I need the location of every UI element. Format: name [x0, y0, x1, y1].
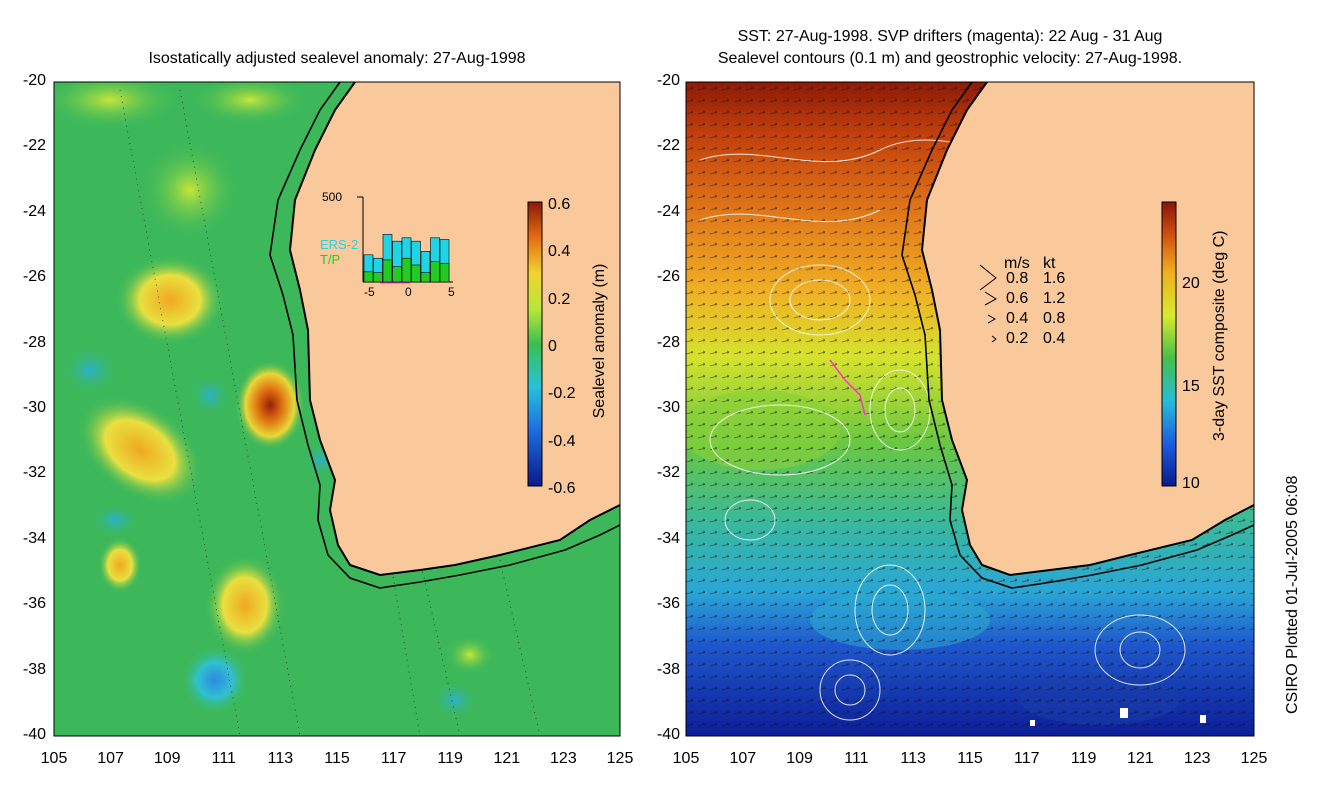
- sealevel-colorbar-tick: 0: [548, 337, 557, 355]
- sealevel-contours: [699, 139, 1186, 721]
- inset-legend-ers2: ERS-2: [320, 237, 359, 252]
- inset-xtick: 0: [405, 285, 412, 299]
- right-map-lon-label: 105: [672, 750, 700, 767]
- left-map-lat-label: -34: [22, 529, 46, 547]
- right-map-lat-label: -20: [656, 72, 680, 89]
- sealevel-colorbar: [527, 201, 543, 487]
- left-map-lon-label: 117: [380, 750, 407, 767]
- left-map-lon-label: 111: [211, 750, 236, 767]
- right-map-lat-label: -36: [656, 595, 680, 613]
- sst-colorbar: [1161, 201, 1177, 487]
- inset-xtick: -5: [364, 285, 375, 299]
- histogram-bar-tp: [401, 257, 412, 283]
- sealevel-colorbar-tick: -0.4: [548, 432, 576, 450]
- histogram-bar-tp: [420, 272, 431, 283]
- svp-drifter-track: [829, 359, 866, 416]
- sealevel-colorbar-tick: 0.4: [548, 243, 571, 261]
- inset-legend-tp: T/P: [320, 252, 341, 267]
- right-map-lat-label: -26: [656, 268, 680, 286]
- right-map-lat-label: -40: [656, 726, 680, 743]
- left-map-lat-label: -40: [22, 726, 46, 743]
- histogram-bar-tp: [382, 259, 393, 283]
- right-map-lon-label: 113: [900, 750, 926, 767]
- sealevel-colorbar-tick: 0.6: [548, 196, 571, 213]
- right-map-lat-label: -38: [656, 660, 680, 678]
- velocity-legend-arrows: [979, 264, 997, 343]
- right-map-lon-label: 109: [786, 750, 813, 767]
- sst-colorbar-tick: 15: [1182, 378, 1200, 395]
- velocity-legend-ms: 0.4: [1006, 310, 1029, 327]
- left-map-lon-label: 123: [550, 750, 577, 767]
- inset-xtick: 5: [448, 285, 455, 299]
- left-map-lon-label: 113: [267, 750, 294, 767]
- left-map-field: [54, 82, 620, 736]
- right-map-title-line1: SST: 27-Aug-1998. SVP drifters (magenta)…: [737, 28, 1163, 45]
- plot-credit: CSIRO Plotted 01-Jul-2005 06:08: [1284, 475, 1301, 714]
- left-map-lon-label: 119: [437, 750, 463, 767]
- velocity-legend-header-kt: kt: [1043, 255, 1056, 272]
- left-map-frame: [53, 81, 621, 737]
- right-map-lon-label: 107: [729, 750, 757, 767]
- velocity-legend-ms: 0.6: [1006, 290, 1029, 307]
- left-map-lon-label: 125: [606, 750, 634, 767]
- right-map-lon-label: 111: [844, 750, 869, 767]
- right-map-lon-label: 119: [1070, 750, 1097, 767]
- right-map-lat-label: -30: [656, 399, 680, 416]
- velocity-legend-kt: 1.6: [1043, 270, 1066, 287]
- histogram-bar-tp: [430, 261, 440, 283]
- right-map-lat-label: -24: [656, 202, 680, 220]
- left-map-lon-label: 105: [40, 750, 68, 767]
- left-map-lat-label: -38: [22, 660, 46, 678]
- right-map-lat-label: -34: [656, 529, 680, 547]
- left-map-lon-label: 121: [493, 750, 521, 767]
- histogram-bar-tp: [373, 272, 383, 283]
- right-map-lon-label: 115: [957, 750, 983, 767]
- velocity-legend-kt: 0.8: [1043, 310, 1066, 327]
- sealevel-colorbar-tick: -0.6: [548, 479, 576, 497]
- left-map-lat-label: -26: [22, 268, 46, 286]
- histogram-bar-tp: [411, 264, 421, 283]
- left-map-lat-label: -20: [22, 72, 46, 89]
- sst-colorbar-label: 3-day SST composite (deg C): [1211, 230, 1228, 441]
- sealevel-colorbar-tick: -0.2: [548, 385, 576, 403]
- right-map-lon-label: 121: [1127, 750, 1154, 767]
- right-map-field: [686, 82, 1254, 736]
- right-map-lon-label: 117: [1014, 750, 1040, 767]
- left-map-lat-label: -22: [22, 137, 46, 155]
- sst-colorbar-tick: 20: [1182, 275, 1200, 292]
- left-map-lon-label: 109: [153, 750, 181, 767]
- velocity-legend-header-ms: m/s: [1004, 255, 1030, 272]
- histogram-bar-tp: [363, 271, 374, 283]
- left-map-lat-label: -32: [22, 464, 46, 482]
- right-map-lon-label: 123: [1183, 750, 1211, 767]
- right-map-lon-label: 125: [1240, 750, 1268, 767]
- right-map-lat-label: -32: [656, 464, 680, 482]
- sst-colorbar-tick: 10: [1182, 475, 1200, 492]
- inset-ymax-label: 500: [322, 190, 343, 204]
- velocity-legend-ms: 0.8: [1006, 270, 1029, 287]
- left-map-lat-label: -24: [22, 202, 46, 220]
- histogram-bar-tp: [439, 262, 450, 283]
- histogram-bar-tp: [392, 266, 402, 283]
- left-map-lat-label: -28: [22, 333, 46, 351]
- left-map-lon-label: 115: [324, 750, 350, 767]
- right-map-frame: [685, 81, 1255, 737]
- velocity-legend-kt: 1.2: [1043, 290, 1066, 307]
- right-map-lat-label: -22: [656, 137, 680, 155]
- left-map-title: Isostatically adjusted sealevel anomaly:…: [148, 50, 526, 67]
- left-map-lon-label: 107: [97, 750, 124, 767]
- velocity-legend-ms: 0.2: [1006, 330, 1029, 347]
- track-histogram-inset: [357, 196, 453, 284]
- sealevel-colorbar-label: Sealevel anomaly (m): [591, 263, 608, 419]
- sealevel-colorbar-tick: 0.2: [548, 290, 571, 308]
- left-map-lat-label: -30: [22, 399, 46, 416]
- right-map-title-line2: Sealevel contours (0.1 m) and geostrophi…: [717, 50, 1183, 67]
- left-map-lat-label: -36: [22, 595, 46, 613]
- velocity-legend-kt: 0.4: [1043, 330, 1066, 347]
- right-map-lat-label: -28: [656, 333, 680, 351]
